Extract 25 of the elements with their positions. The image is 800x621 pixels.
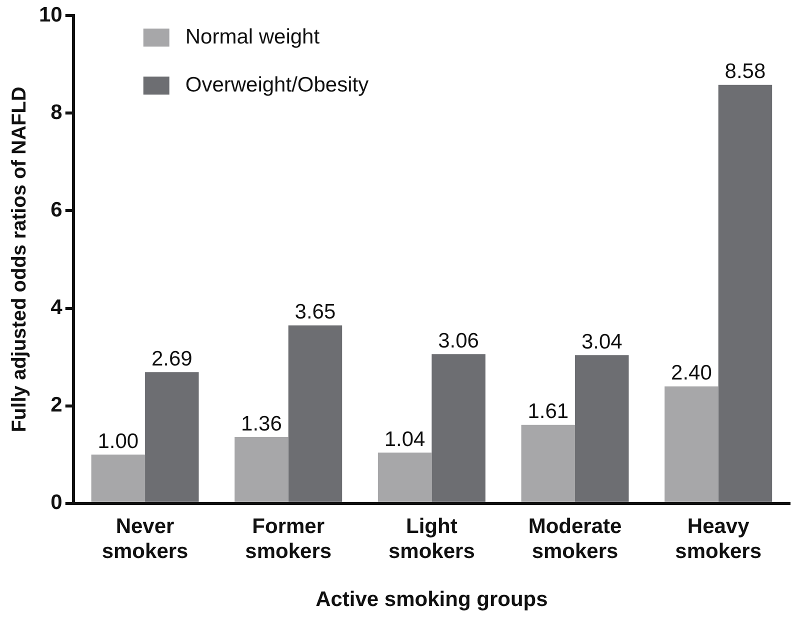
x-axis-title: Active smoking groups — [316, 588, 548, 612]
y-tick-label: 0 — [50, 491, 62, 514]
legend-label: Normal weight — [185, 25, 320, 48]
data-label: 3.06 — [438, 329, 479, 352]
y-tick-label: 6 — [50, 198, 62, 222]
x-tick-label: Former smokers — [245, 514, 332, 563]
x-tick-label: Heavy smokers — [675, 514, 762, 563]
data-label: 8.58 — [724, 60, 766, 84]
data-label: 1.36 — [241, 412, 282, 436]
data-label: 2.69 — [151, 347, 192, 370]
y-tick-label: 4 — [50, 296, 63, 320]
data-label: 1.61 — [528, 400, 569, 424]
y-tick-label: 8 — [50, 100, 63, 124]
legend-label: Overweight/Obesity — [185, 73, 370, 96]
x-tick-label: Moderate smokers — [528, 514, 622, 563]
data-label: 3.65 — [294, 300, 336, 324]
data-label: 2.40 — [671, 362, 712, 385]
x-tick-label: Never smokers — [102, 514, 188, 563]
y-tick-label: 10 — [39, 3, 62, 26]
y-tick-label: 2 — [50, 394, 62, 417]
data-label: 3.04 — [581, 330, 623, 354]
data-label: 1.00 — [98, 430, 139, 453]
x-tick-label: Light smokers — [388, 514, 475, 563]
data-label: 1.04 — [384, 428, 426, 451]
y-axis-title: Fully adjusted odds ratios of NAFLD — [8, 86, 31, 432]
